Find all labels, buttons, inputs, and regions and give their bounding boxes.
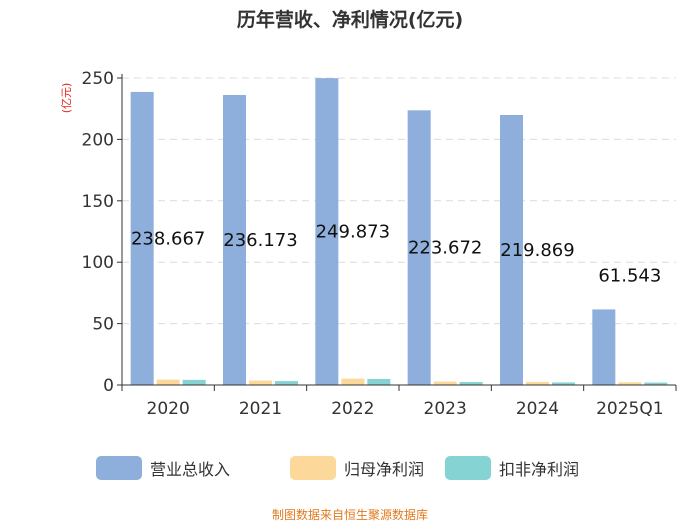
data-label: 219.869	[500, 240, 574, 261]
legend-swatch[interactable]	[290, 456, 336, 480]
bar[interactable]	[459, 382, 483, 385]
data-label: 236.173	[223, 230, 297, 251]
bar[interactable]	[367, 378, 391, 385]
y-tick-label: 0	[103, 376, 114, 396]
bar[interactable]	[644, 382, 668, 385]
legend-swatch[interactable]	[445, 456, 491, 480]
x-tick-label: 2025Q1	[596, 399, 663, 419]
data-label: 238.667	[131, 228, 205, 249]
bar[interactable]	[130, 91, 154, 385]
x-axis: 2020 2021 2022 2023 2024 2025Q1	[121, 384, 677, 419]
data-labels: 238.667 236.173 249.873 223.672 219.869 61.54…	[131, 222, 661, 287]
bar[interactable]	[433, 381, 457, 385]
grid	[122, 77, 676, 325]
x-tick-label: 2022	[331, 399, 374, 419]
legend-label[interactable]: 归母净利润	[344, 460, 424, 479]
legend[interactable]: 营业总收入 归母净利润 扣非净利润	[96, 456, 579, 480]
bar[interactable]	[223, 94, 246, 385]
bar[interactable]	[526, 381, 549, 385]
x-tick-label: 2021	[239, 399, 282, 419]
bar[interactable]	[341, 378, 365, 385]
legend-swatch[interactable]	[96, 456, 142, 480]
bar[interactable]	[249, 380, 272, 385]
y-tick-label: 200	[82, 130, 114, 150]
bar[interactable]	[552, 382, 575, 385]
y-axis-ticks: 0 50 100 150 200 250	[82, 69, 123, 396]
bar[interactable]	[500, 115, 523, 386]
data-label: 249.873	[316, 222, 390, 243]
chart-title: 历年营收、净利情况(亿元)	[237, 8, 463, 31]
x-tick-label: 2020	[147, 399, 190, 419]
bar[interactable]	[156, 379, 180, 385]
legend-label[interactable]: 营业总收入	[150, 460, 230, 479]
y-tick-label: 50	[92, 315, 114, 335]
y-axis-label: (亿元)	[60, 83, 73, 114]
bar[interactable]	[275, 381, 298, 385]
bar[interactable]	[182, 379, 206, 385]
source-text: 制图数据来自恒生聚源数据库	[272, 507, 428, 522]
data-label: 61.543	[598, 265, 661, 286]
bars	[130, 78, 668, 386]
y-tick-label: 100	[82, 253, 114, 273]
bar[interactable]	[618, 382, 642, 385]
x-tick-label: 2024	[516, 399, 559, 419]
x-tick-label: 2023	[424, 399, 467, 419]
y-tick-label: 150	[82, 192, 114, 212]
y-tick-label: 250	[82, 69, 114, 89]
data-label: 223.672	[408, 238, 482, 259]
legend-label[interactable]: 扣非净利润	[499, 460, 579, 479]
bar[interactable]	[592, 309, 616, 385]
bar[interactable]	[407, 110, 431, 386]
bar[interactable]	[315, 78, 339, 386]
